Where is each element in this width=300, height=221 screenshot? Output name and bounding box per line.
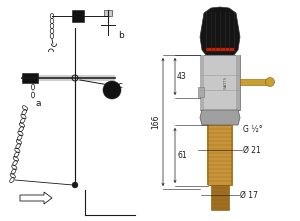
Text: 43: 43 (177, 72, 187, 81)
Text: c: c (118, 82, 123, 91)
Bar (207, 125, 209, 185)
Bar (236, 55, 240, 110)
Bar (200, 55, 240, 110)
Bar (231, 125, 233, 185)
Text: 166: 166 (151, 115, 160, 129)
Bar (211, 185, 229, 210)
Bar (240, 79, 270, 85)
Bar (200, 55, 204, 110)
Bar (22, 73, 38, 83)
Bar (104, 10, 112, 16)
Circle shape (72, 75, 78, 81)
Text: Ø 21: Ø 21 (243, 145, 261, 154)
Polygon shape (200, 110, 240, 125)
Text: b: b (118, 32, 124, 40)
Bar (206, 48, 234, 51)
Bar (208, 125, 232, 185)
Polygon shape (200, 7, 240, 55)
Bar (72, 10, 84, 22)
Circle shape (266, 78, 274, 86)
Text: 61: 61 (177, 151, 187, 160)
Bar (198, 87, 204, 97)
Text: WATTS: WATTS (224, 76, 228, 89)
Text: a: a (36, 99, 41, 107)
Circle shape (72, 182, 78, 188)
Polygon shape (20, 192, 52, 204)
Circle shape (103, 81, 121, 99)
Text: Ø 17: Ø 17 (240, 191, 258, 200)
Text: G ½°: G ½° (243, 126, 262, 135)
